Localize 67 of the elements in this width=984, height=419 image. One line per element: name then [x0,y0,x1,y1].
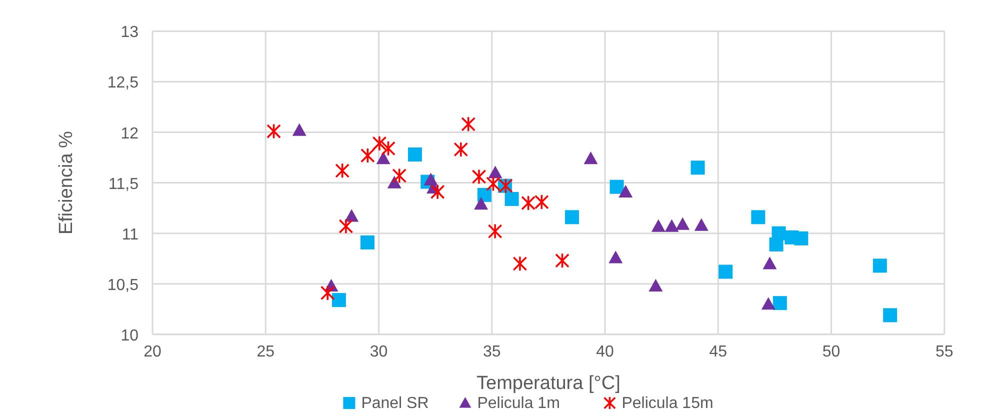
point [651,219,666,232]
point [486,176,500,192]
point [387,176,402,188]
point [761,297,776,310]
point [690,160,705,175]
point [461,116,476,132]
y-axis-title: Eficiencia % [56,130,77,235]
point [618,184,633,198]
x-axis-title: Temperatura [°C] [476,373,620,394]
legend-label: Panel SR [361,395,429,412]
x-tick-label: 25 [256,343,275,360]
x-tick-label: 50 [822,343,840,360]
point [292,123,306,136]
y-tick-label: 13 [120,24,139,42]
point [512,256,528,272]
x-tick-label: 35 [482,343,501,360]
point [584,152,598,164]
point [488,166,502,178]
point [883,308,898,322]
y-tick-label: 11,5 [108,176,139,193]
point [555,252,570,269]
point [608,250,623,264]
point [454,142,468,158]
point [504,192,519,206]
point [694,218,708,231]
point [534,194,549,210]
point [332,293,346,308]
legend-label: Pelicula 1m [477,395,560,412]
point [360,148,375,164]
point [648,278,663,292]
point [718,264,733,279]
point [381,140,396,156]
y-tick-label: 11 [122,226,139,244]
point [360,235,374,250]
point [266,123,281,140]
point [472,168,486,185]
x-tick-label: 45 [709,343,728,360]
point [772,296,787,310]
point [408,148,422,162]
point [338,218,354,234]
point [610,180,624,194]
y-tick-label: 10 [120,327,139,344]
point [430,184,445,200]
point [762,256,777,270]
point [477,188,492,202]
point [392,168,407,184]
x-tick-label: 55 [936,343,954,360]
point [794,231,808,246]
point [664,219,679,232]
point [376,152,390,164]
y-tick-label: 10,5 [107,276,139,294]
point [488,223,502,240]
x-tick-label: 40 [596,343,614,360]
point [372,135,387,152]
point [335,162,350,179]
x-tick-label: 30 [370,343,388,360]
point [564,210,579,224]
point [751,210,766,224]
point [676,217,690,230]
y-tick-label: 12 [120,125,139,142]
y-tick-label: 12,5 [107,74,139,92]
point [872,258,887,273]
point [474,197,488,210]
point [320,285,335,301]
legend-label: Pelicula 15m [622,395,714,412]
point [521,195,536,211]
x-tick-label: 20 [144,343,162,360]
